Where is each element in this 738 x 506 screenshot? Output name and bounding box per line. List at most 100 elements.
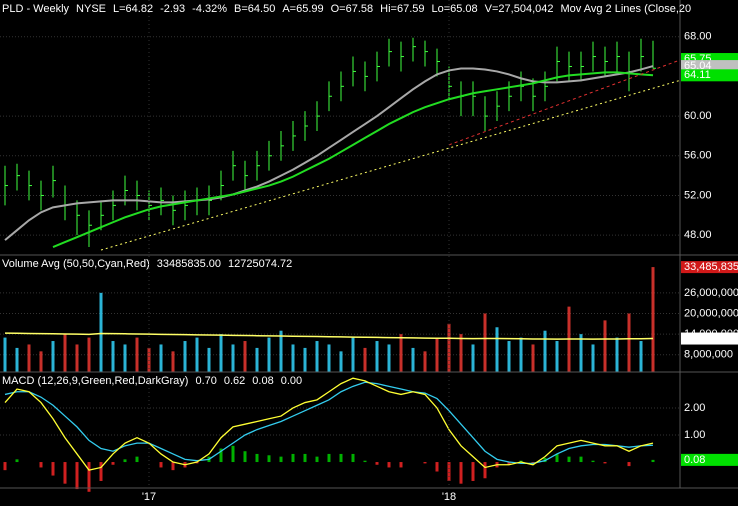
- header-text: 0.00: [281, 375, 302, 387]
- volume-bar: [279, 330, 283, 372]
- y-tick-label: 2.00: [684, 402, 705, 414]
- y-tick-label: 8,000,000: [684, 349, 733, 361]
- histogram-bar: [651, 459, 655, 463]
- header-text: B=64.50: [234, 3, 275, 15]
- header-text: 12725074.72: [228, 258, 292, 270]
- volume-bar: [411, 347, 415, 372]
- volume-bar: [51, 341, 55, 372]
- volume-bar: [507, 341, 511, 372]
- histogram-bar: [279, 456, 283, 463]
- volume-bar: [339, 351, 343, 372]
- y-tick-label: 60.00: [684, 110, 712, 122]
- y-tick-label: 48.00: [684, 229, 712, 241]
- header-text: 0.70: [195, 375, 216, 387]
- histogram-bar: [459, 462, 463, 484]
- header-text: NYSE: [76, 3, 106, 15]
- volume-bar: [159, 344, 163, 372]
- y-tick-label: 56.00: [684, 150, 712, 162]
- volume-bar: [459, 334, 463, 372]
- volume-bar: [183, 341, 187, 372]
- histogram-bar: [423, 462, 427, 464]
- histogram-bar: [39, 462, 43, 468]
- value-box-label: 65.04: [684, 60, 712, 72]
- histogram-bar: [603, 462, 607, 464]
- histogram-bar: [507, 462, 511, 465]
- histogram-bar: [219, 448, 223, 463]
- volume-bar: [63, 334, 67, 372]
- histogram-bar: [111, 462, 115, 465]
- header-text: V=27,504,042: [485, 3, 554, 15]
- value-box: [681, 261, 738, 274]
- value-box-label: 33,485,835: [684, 261, 738, 273]
- histogram-bar: [555, 453, 559, 463]
- histogram-bar: [567, 456, 571, 463]
- histogram-bar: [255, 453, 259, 463]
- histogram-bar: [387, 462, 391, 468]
- volume-bar: [627, 313, 631, 372]
- macd-line: [4, 377, 654, 471]
- header-text: O=67.58: [331, 3, 374, 15]
- histogram-bar: [315, 456, 319, 463]
- volume-bar: [447, 323, 451, 372]
- histogram-bar: [159, 462, 163, 468]
- histogram-bar: [375, 462, 379, 465]
- header-text: Hi=67.59: [380, 3, 424, 15]
- histogram-bar: [231, 445, 235, 463]
- volume-bar: [303, 347, 307, 372]
- volume-bar: [651, 267, 655, 372]
- volume-bar: [99, 292, 103, 372]
- histogram-bar: [447, 462, 451, 481]
- value-box-label: 0.08: [684, 454, 705, 466]
- header-text: MACD (12,26,9,Green,Red,DarkGray): [2, 375, 188, 387]
- histogram-bar: [267, 455, 271, 463]
- header-text: 33485835.00: [157, 258, 221, 270]
- volume-bar: [15, 347, 19, 372]
- volume-bar: [579, 334, 583, 372]
- volume-bar: [375, 341, 379, 372]
- volume-bar: [543, 330, 547, 372]
- histogram-bar: [471, 462, 475, 481]
- histogram-bar: [591, 460, 595, 463]
- histogram-bar: [243, 451, 247, 463]
- histogram-bar: [327, 453, 331, 463]
- moving-average: [4, 65, 654, 241]
- histogram-bar: [135, 456, 139, 463]
- volume-bar: [111, 341, 115, 372]
- histogram-bar: [363, 460, 367, 463]
- histogram-bar: [87, 462, 91, 492]
- value-box: [681, 60, 738, 73]
- volume-bar: [399, 334, 403, 372]
- header-text: Mov Avg 2 Lines (Close,20: [561, 3, 692, 15]
- value-box: [681, 69, 738, 82]
- histogram-bar: [291, 453, 295, 463]
- volume-bar: [231, 344, 235, 372]
- volume-bar: [267, 337, 271, 372]
- moving-average: [52, 71, 654, 248]
- volume-bar: [243, 341, 247, 372]
- volume-bar: [327, 344, 331, 372]
- volume-bar: [171, 351, 175, 372]
- volume-bar: [291, 344, 295, 372]
- y-tick-label: 68.00: [684, 31, 712, 43]
- volume-bar: [495, 327, 499, 372]
- volume-bar: [123, 344, 127, 372]
- header-text: 0.08: [252, 375, 273, 387]
- histogram-bar: [399, 462, 403, 468]
- histogram-bar: [435, 462, 439, 472]
- volume-bar: [75, 344, 79, 372]
- y-tick-label: 1.00: [684, 429, 705, 441]
- x-tick-label: '18: [442, 491, 456, 503]
- volume-bar: [435, 337, 439, 372]
- histogram-bar: [531, 462, 535, 464]
- header-text: PLD - Weekly: [2, 3, 70, 15]
- histogram-bar: [351, 453, 355, 463]
- histogram-bar: [51, 462, 55, 476]
- header-text: L=64.82: [113, 3, 153, 15]
- histogram-bar: [339, 453, 343, 463]
- trendline: [448, 59, 681, 146]
- histogram-bar: [63, 462, 67, 484]
- y-tick-label: 26,000,000: [684, 287, 738, 299]
- volume-bar: [27, 344, 31, 372]
- volume-bar: [39, 351, 43, 372]
